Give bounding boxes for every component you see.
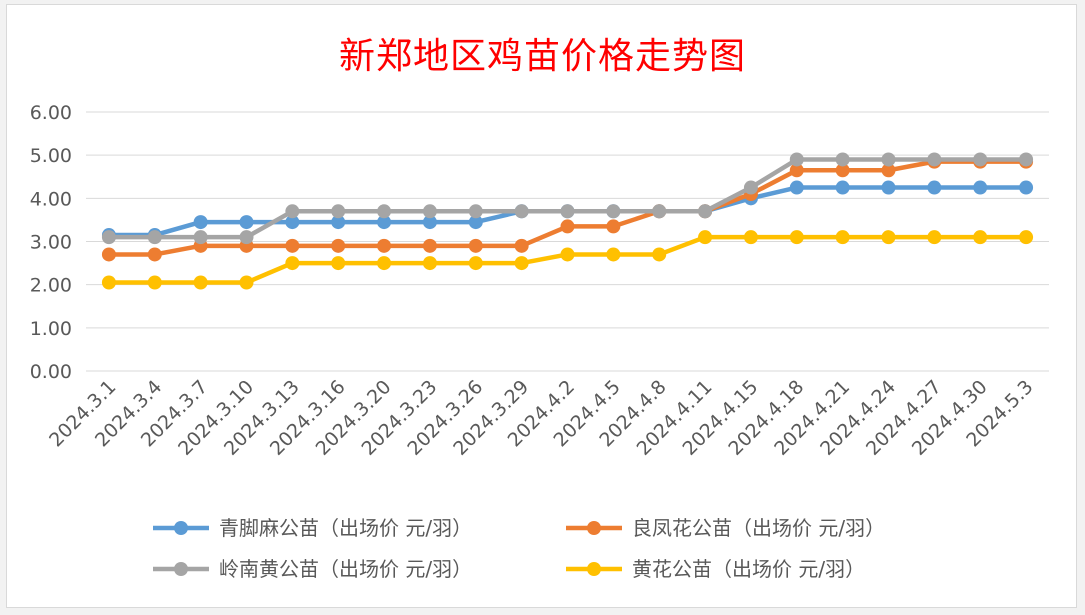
data-point [1019, 230, 1034, 245]
legend-swatch-marker [587, 521, 601, 535]
legend: 青脚麻公苗（出场价 元/羽） 良凤花公苗（出场价 元/羽） 岭南黄公苗（出场价 元/… [153, 516, 885, 581]
data-point [881, 163, 896, 178]
legend-label: 黄花公苗（出场价 元/羽） [632, 557, 865, 581]
data-point [652, 247, 667, 262]
y-tick-label: 2.00 [30, 275, 72, 297]
data-point [285, 204, 300, 219]
data-point [1019, 152, 1034, 167]
data-point [377, 204, 392, 219]
data-point [514, 204, 529, 219]
data-point [239, 215, 254, 230]
series-3 [101, 230, 1034, 290]
data-point [973, 230, 988, 245]
data-point [285, 215, 300, 230]
data-point [468, 256, 483, 271]
y-tick-label: 1.00 [30, 318, 72, 340]
data-point [101, 247, 116, 262]
series-lines [101, 152, 1034, 290]
data-point [377, 215, 392, 230]
data-point [331, 215, 346, 230]
x-axis-ticks: 2024.3.12024.3.42024.3.72024.3.102024.3.… [45, 376, 1038, 460]
data-point [560, 219, 575, 234]
data-point [835, 180, 850, 195]
data-point [973, 180, 988, 195]
data-point [835, 163, 850, 178]
data-point [927, 152, 942, 167]
data-point [743, 180, 758, 195]
data-point [422, 238, 437, 253]
data-point [285, 238, 300, 253]
legend-label: 良凤花公苗（出场价 元/羽） [632, 516, 885, 540]
data-point [606, 219, 621, 234]
legend-item: 岭南黄公苗（出场价 元/羽） [153, 557, 472, 581]
legend-item: 黄花公苗（出场价 元/羽） [566, 557, 865, 581]
data-point [927, 230, 942, 245]
data-point [239, 230, 254, 245]
data-point [422, 204, 437, 219]
data-point [789, 230, 804, 245]
data-point [193, 230, 208, 245]
data-point [881, 152, 896, 167]
data-point [147, 247, 162, 262]
y-tick-label: 4.00 [30, 188, 72, 210]
chart-frame: 新郑地区鸡苗价格走势图 [6, 4, 1077, 608]
data-point [560, 247, 575, 262]
data-point [789, 163, 804, 178]
data-point [927, 180, 942, 195]
data-point [698, 230, 713, 245]
legend-label: 岭南黄公苗（出场价 元/羽） [219, 557, 472, 581]
data-point [606, 247, 621, 262]
data-point [377, 238, 392, 253]
data-point [147, 230, 162, 245]
data-point [193, 275, 208, 290]
y-tick-label: 0.00 [30, 361, 72, 383]
y-tick-label: 5.00 [30, 145, 72, 167]
data-point [285, 256, 300, 271]
data-point [422, 256, 437, 271]
data-point [606, 204, 621, 219]
chart-title: 新郑地区鸡苗价格走势图 [338, 36, 746, 77]
data-point [835, 152, 850, 167]
y-axis-ticks: 0.00 1.00 2.00 3.00 4.00 5.00 6.00 [30, 102, 72, 383]
legend-swatch-marker [174, 562, 188, 576]
data-point [514, 238, 529, 253]
data-point [789, 180, 804, 195]
data-point [698, 204, 713, 219]
data-point [973, 152, 988, 167]
data-point [743, 230, 758, 245]
data-point [101, 230, 116, 245]
legend-swatch-marker [174, 521, 188, 535]
data-point [514, 256, 529, 271]
data-point [331, 238, 346, 253]
data-point [239, 275, 254, 290]
legend-item: 青脚麻公苗（出场价 元/羽） [153, 516, 472, 540]
series-2 [101, 152, 1034, 245]
data-point [835, 230, 850, 245]
data-point [652, 204, 667, 219]
data-point [422, 215, 437, 230]
y-tick-label: 3.00 [30, 232, 72, 254]
data-point [468, 215, 483, 230]
data-point [560, 204, 575, 219]
data-point [468, 238, 483, 253]
data-point [331, 204, 346, 219]
data-point [468, 204, 483, 219]
gridlines [86, 111, 1049, 372]
data-point [377, 256, 392, 271]
legend-swatch-marker [587, 562, 601, 576]
data-point [101, 275, 116, 290]
data-point [789, 152, 804, 167]
legend-item: 良凤花公苗（出场价 元/羽） [566, 516, 885, 540]
data-point [147, 275, 162, 290]
data-point [881, 180, 896, 195]
data-point [881, 230, 896, 245]
y-tick-label: 6.00 [30, 102, 72, 124]
legend-label: 青脚麻公苗（出场价 元/羽） [219, 516, 472, 540]
data-point [193, 215, 208, 230]
data-point [1019, 180, 1034, 195]
data-point [331, 256, 346, 271]
